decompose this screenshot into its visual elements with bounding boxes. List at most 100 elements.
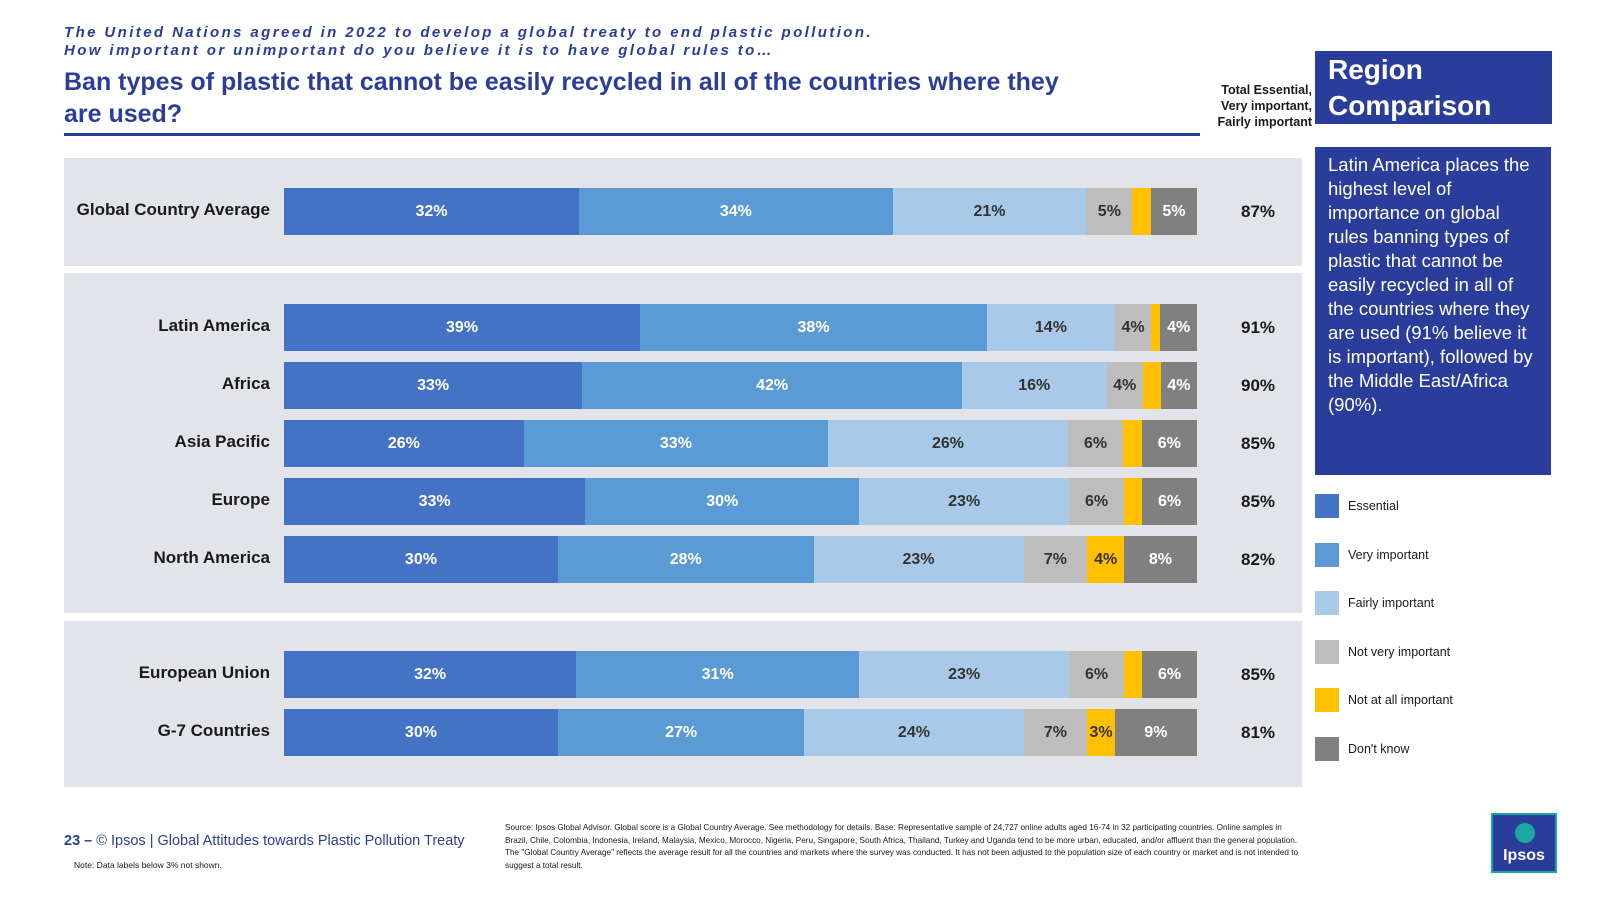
page-title: Ban types of plastic that cannot be easi… xyxy=(64,68,1059,128)
bar-segment-essential: 33% xyxy=(284,362,583,409)
row-total-europe: 85% xyxy=(1240,492,1276,511)
legend-item-essential: Essential xyxy=(1315,494,1399,518)
legend-swatch-fairly-important xyxy=(1315,591,1339,615)
bar-segment-not-very-important: 5% xyxy=(1086,188,1133,235)
bar-segment-dont-know: 4% xyxy=(1160,304,1197,351)
row-total-asia-pacific: 85% xyxy=(1240,434,1276,453)
bar-segment-fairly-important: 14% xyxy=(987,304,1115,351)
bar-segment-very-important: 38% xyxy=(640,304,987,351)
row-total-africa: 90% xyxy=(1240,376,1276,395)
row-label-latin-america: Latin America xyxy=(158,316,270,335)
bar-segment-not-very-important: 4% xyxy=(1114,304,1152,351)
bar-segment-very-important: 34% xyxy=(579,188,893,235)
row-total-north-america: 82% xyxy=(1240,550,1276,569)
bar-segment-not-very-important: 7% xyxy=(1023,709,1088,756)
legend-item-dont-know: Don't know xyxy=(1315,736,1410,761)
legend-label-not-very-important: Not very important xyxy=(1348,644,1451,659)
bar-segment-not-very-important: 7% xyxy=(1023,536,1088,583)
region-comparison-title: Region Comparison xyxy=(1315,51,1552,124)
bar-segment-dont-know: 9% xyxy=(1114,709,1197,756)
bar-segment-dont-know: 5% xyxy=(1150,188,1197,235)
row-label-european-union: European Union xyxy=(138,663,270,682)
question-line-2: How important or unimportant do you beli… xyxy=(64,42,775,59)
bar-segment-not-at-all-important: 4% xyxy=(1087,536,1124,583)
bar-segment-not-very-important: 6% xyxy=(1069,478,1124,525)
panel-groups xyxy=(64,621,1302,787)
bar-segment-fairly-important: 23% xyxy=(859,478,1070,525)
row-label-asia-pacific: Asia Pacific xyxy=(174,432,270,451)
source-text: Source: Ipsos Global Advisor. Global sco… xyxy=(505,823,1299,870)
legend-label-not-at-all-important: Not at all important xyxy=(1348,693,1453,707)
bar-segment-dont-know: 6% xyxy=(1142,478,1197,525)
row-label-north-america: North America xyxy=(153,548,270,567)
row-label-europe: Europe xyxy=(211,490,270,509)
bar-segment-fairly-important: 16% xyxy=(961,362,1107,409)
legend-label-fairly-important: Fairly important xyxy=(1348,596,1435,610)
bar-g-7-countries: 30% 27% 24% 7% 3% 9% xyxy=(284,709,1197,756)
bar-segment-very-important: 27% xyxy=(557,709,805,756)
bar-asia-pacific: 26% 33% 26% 6% 6% xyxy=(284,420,1197,467)
footer-left: 23 – © Ipsos | Global Attitudes towards … xyxy=(64,833,465,849)
row-label-africa: Africa xyxy=(221,374,270,393)
legend-item-fairly-important: Fairly important xyxy=(1315,591,1434,615)
bar-global-country-average: 32% 34% 21% 5% 5% xyxy=(284,188,1197,235)
legend-swatch-essential xyxy=(1315,494,1339,518)
bar-segment-essential: 26% xyxy=(284,420,524,467)
logo-background: Ipsos xyxy=(1493,815,1555,871)
row-total-latin-america: 91% xyxy=(1240,318,1276,337)
bar-european-union: 32% 31% 23% 6% 6% xyxy=(284,651,1197,698)
bar-north-america: 30% 28% 23% 7% 4% 8% xyxy=(284,536,1197,583)
total-column-header: Total Essential, Very important, Fairly … xyxy=(1217,83,1312,129)
footnote: Note: Data labels below 3% not shown. xyxy=(74,860,222,870)
bar-segment-not-at-all-important xyxy=(1123,651,1143,698)
logo-glyph-icon xyxy=(1515,823,1535,843)
bar-segment-very-important: 28% xyxy=(557,536,814,583)
bar-europe: 33% 30% 23% 6% 6% xyxy=(284,478,1197,525)
bar-segment-not-very-important: 6% xyxy=(1067,420,1124,467)
bar-segment-fairly-important: 26% xyxy=(828,420,1068,467)
bar-segment-not-very-important: 6% xyxy=(1069,651,1124,698)
bar-segment-not-at-all-important xyxy=(1142,362,1161,409)
bar-segment-not-very-important: 4% xyxy=(1106,362,1143,409)
legend-swatch-dont-know xyxy=(1315,736,1339,761)
row-total-g-7-countries: 81% xyxy=(1240,723,1276,742)
bar-segment-very-important: 42% xyxy=(582,362,962,409)
bar-segment-dont-know: 4% xyxy=(1160,362,1197,409)
bar-segment-very-important: 31% xyxy=(576,651,860,698)
report-title: | Global Attitudes towards Plastic Pollu… xyxy=(149,833,465,849)
legend-swatch-not-at-all-important xyxy=(1315,688,1339,712)
bar-segment-essential: 30% xyxy=(284,536,558,583)
footer-brand: Ipsos xyxy=(110,833,146,849)
bar-segment-essential: 33% xyxy=(284,478,586,525)
row-label-global-country-average: Global Country Average xyxy=(76,200,270,219)
insight-text: Latin America places the highest level o… xyxy=(1315,147,1551,475)
bar-segment-dont-know: 8% xyxy=(1123,536,1197,583)
legend-swatch-very-important xyxy=(1315,542,1339,567)
legend-swatch-not-very-important xyxy=(1315,639,1339,664)
legend-label-essential: Essential xyxy=(1348,499,1399,513)
bar-segment-dont-know: 6% xyxy=(1141,420,1197,467)
bar-segment-very-important: 33% xyxy=(523,420,829,467)
ipsos-logo: Ipsos xyxy=(1491,813,1557,873)
legend-item-very-important: Very important xyxy=(1315,542,1429,567)
legend-label-dont-know: Don't know xyxy=(1348,741,1410,756)
question-line-1: The United Nations agreed in 2022 to dev… xyxy=(64,24,873,41)
bar-segment-very-important: 30% xyxy=(585,478,860,525)
legend-item-not-very-important: Not very important xyxy=(1315,639,1451,664)
title-rule xyxy=(64,133,1200,136)
logo-text: Ipsos xyxy=(1503,847,1545,864)
bar-segment-essential: 32% xyxy=(284,188,580,235)
legend-label-very-important: Very important xyxy=(1348,547,1429,562)
row-total-european-union: 85% xyxy=(1240,665,1276,684)
bar-africa: 33% 42% 16% 4% 4% xyxy=(284,362,1197,409)
bar-segment-fairly-important: 24% xyxy=(804,709,1024,756)
bar-segment-essential: 30% xyxy=(284,709,558,756)
bar-latin-america: 39% 38% 14% 4% 4% xyxy=(284,304,1197,351)
bar-segment-not-at-all-important xyxy=(1151,304,1161,351)
bar-segment-not-at-all-important xyxy=(1123,420,1142,467)
bar-segment-fairly-important: 23% xyxy=(813,536,1024,583)
bar-segment-not-at-all-important xyxy=(1132,188,1151,235)
bar-segment-essential: 32% xyxy=(284,651,577,698)
row-label-g-7-countries: G-7 Countries xyxy=(157,721,270,740)
bar-segment-fairly-important: 21% xyxy=(892,188,1087,235)
